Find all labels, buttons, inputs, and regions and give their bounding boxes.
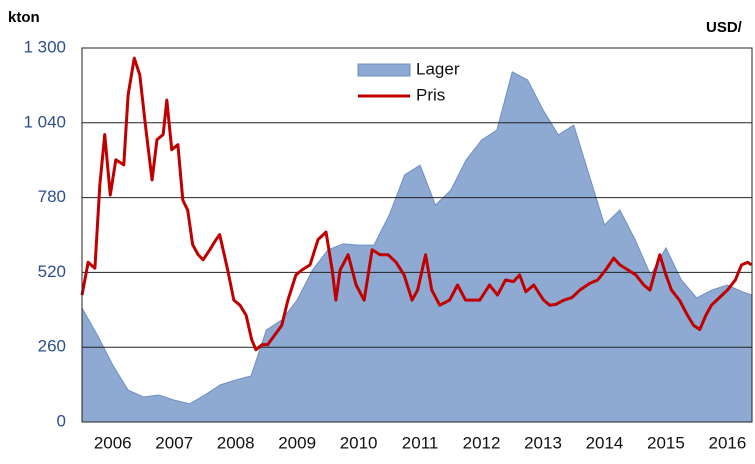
area — [81, 71, 753, 423]
x-tick-label: 2016 — [708, 433, 746, 452]
x-tick-label: 2012 — [463, 433, 501, 452]
x-tick-label: 2014 — [586, 433, 624, 452]
x-tick-label: 2009 — [278, 433, 316, 452]
legend-label: Lager — [416, 59, 460, 78]
line — [80, 56, 753, 352]
y-tick-label: 260 — [38, 337, 66, 356]
x-tick-label: 2015 — [647, 433, 685, 452]
x-tick-label: 2013 — [524, 433, 562, 452]
y-tick-label: 0 — [57, 411, 66, 430]
x-tick-label: 2007 — [155, 433, 193, 452]
x-tick-label: 2011 — [402, 433, 439, 452]
x-tick-label: 2010 — [340, 433, 378, 452]
y-tick-label: 1 040 — [23, 112, 66, 131]
legend-label: Pris — [416, 85, 445, 104]
y-tick-label: 1 300 — [23, 37, 66, 56]
x-tick-label: 2008 — [217, 433, 255, 452]
plot-frame — [81, 47, 753, 423]
y-tick-label: 780 — [38, 187, 66, 206]
x-tick-label: 2006 — [94, 433, 132, 452]
y-axis-label: kton — [8, 9, 40, 26]
y-tick-label: 520 — [38, 262, 66, 281]
y2-axis-label: USD/ — [706, 19, 743, 36]
legend-swatch — [357, 63, 411, 77]
